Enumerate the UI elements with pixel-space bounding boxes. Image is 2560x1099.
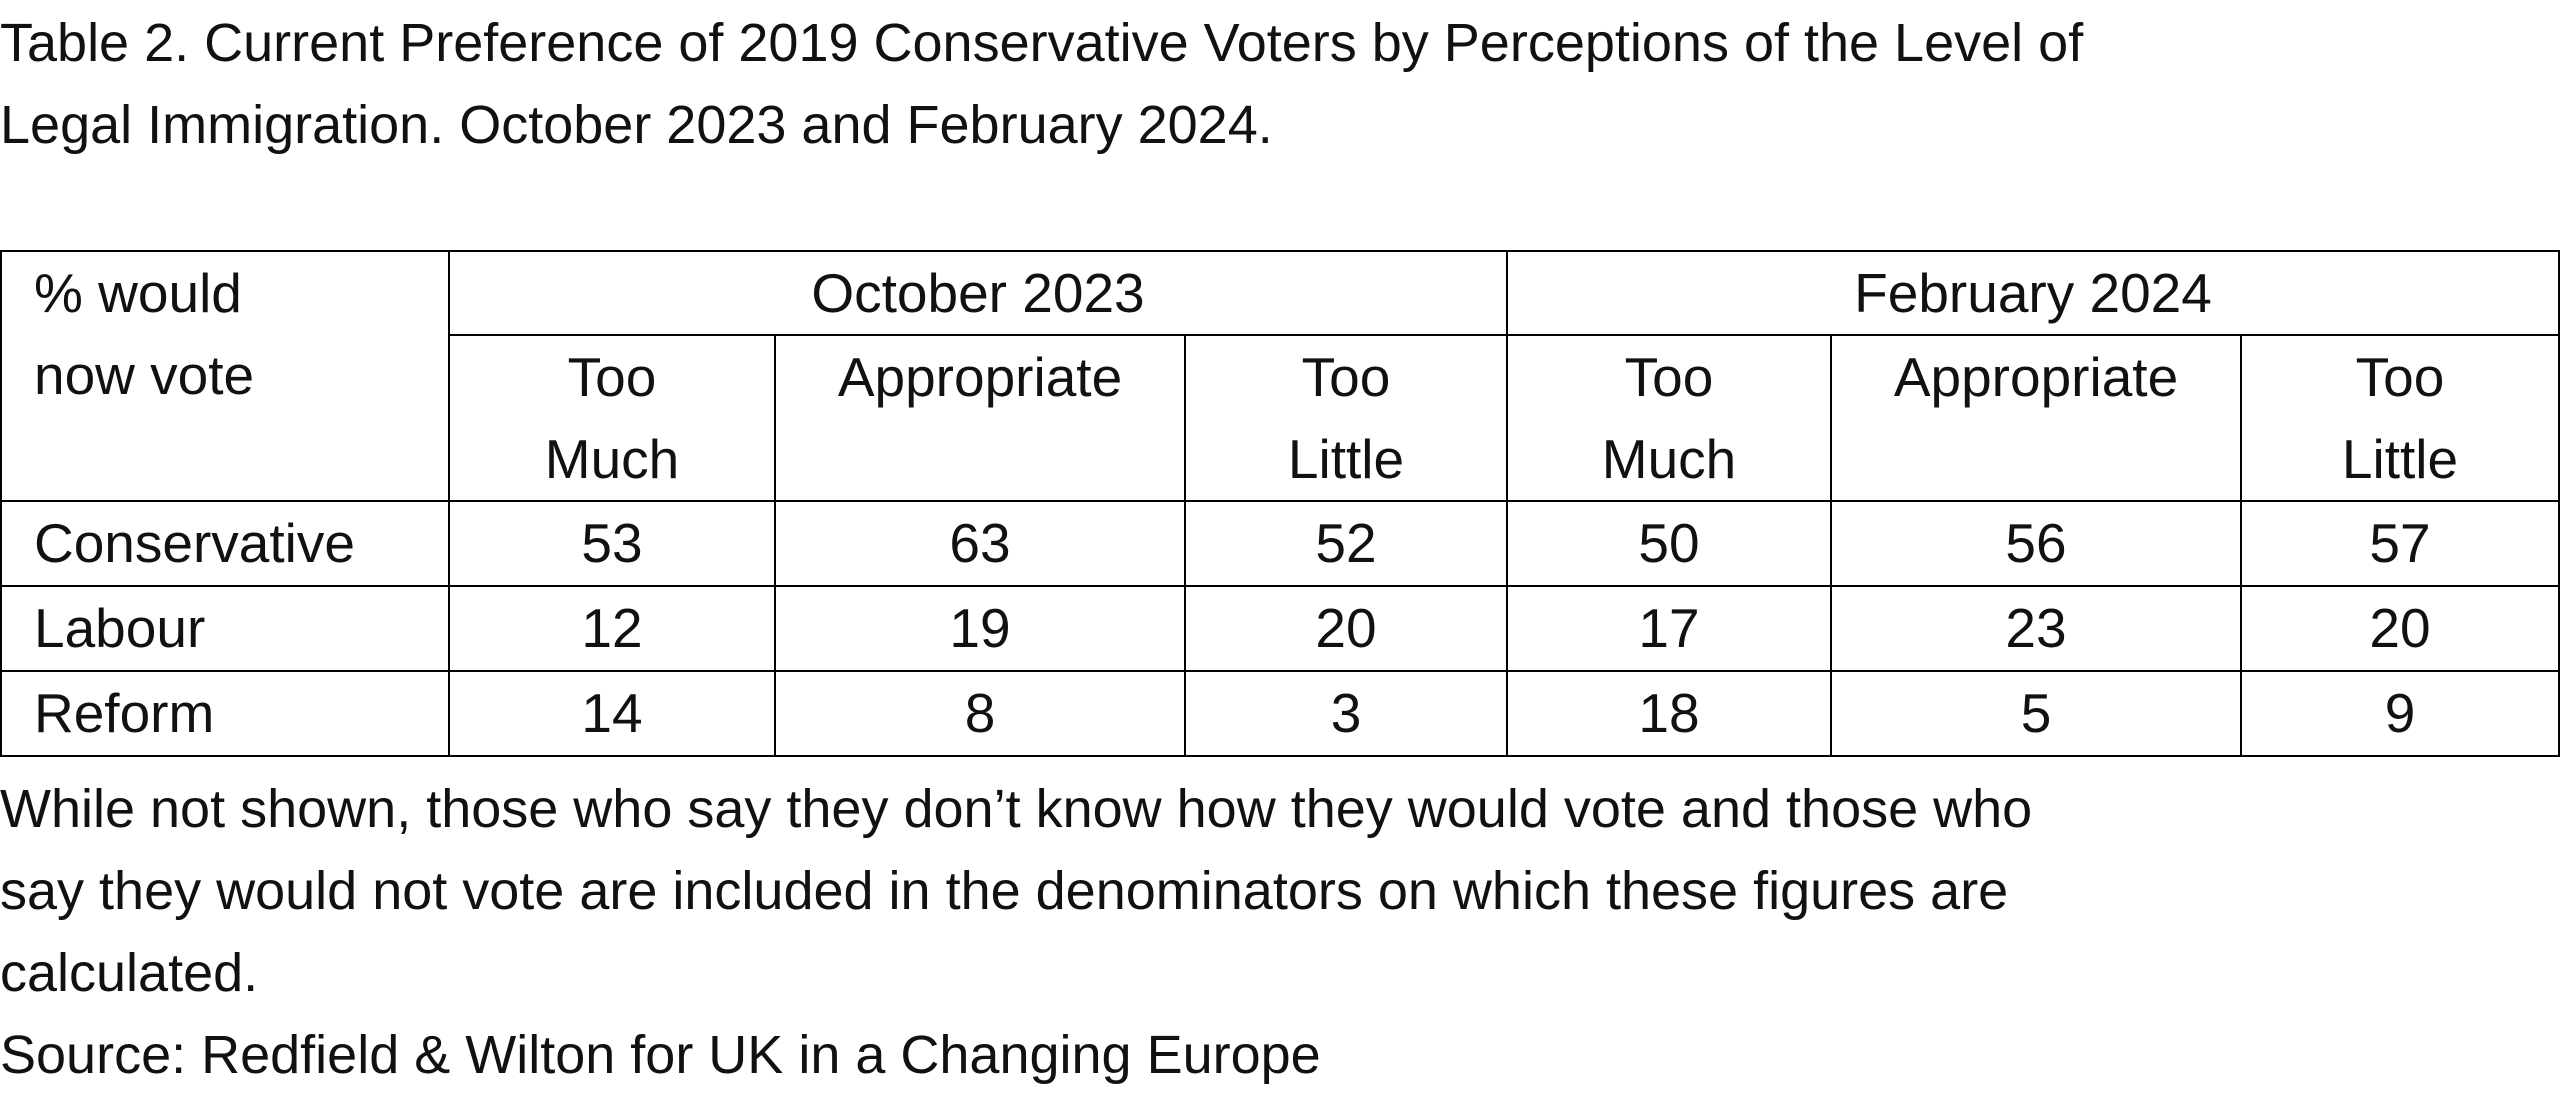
column-header-line: Too (1301, 346, 1391, 408)
value-cell: 20 (1184, 585, 1508, 672)
column-header-line: Too (567, 346, 657, 408)
corner-header: % would now vote (0, 250, 450, 502)
footnote: While not shown, those who say they don’… (0, 768, 2560, 1014)
corner-header-line: % would (34, 262, 242, 324)
value-cell: 19 (774, 585, 1186, 672)
footnote-line: While not shown, those who say they don’… (0, 779, 2033, 839)
value-cell: 50 (1506, 500, 1832, 587)
value-cell: 17 (1506, 585, 1832, 672)
column-header: Appropriate (1830, 334, 2242, 502)
value-cell: 5 (1830, 670, 2242, 757)
corner-header-line: now vote (34, 344, 255, 406)
party-cell: Conservative (0, 500, 450, 587)
column-header-line: Too (2355, 346, 2445, 408)
table-row: Conservative 53 63 52 50 56 57 (0, 500, 2560, 587)
column-header: Too Little (2239, 334, 2560, 502)
value-cell: 57 (2239, 500, 2560, 587)
table-title-line: Legal Immigration. October 2023 and Febr… (0, 95, 1273, 155)
column-header-line: Much (1601, 428, 1737, 490)
column-header-row: Too Much Appropriate Too Little Too Much Ap… (1, 334, 2560, 502)
value-cell: 23 (1830, 585, 2242, 672)
table-row: Labour 12 19 20 17 23 20 (0, 585, 2560, 672)
party-cell: Labour (0, 585, 450, 672)
results-table: % would now vote October 2023 February 2… (0, 250, 2560, 757)
source-line: Source: Redfield & Wilton for UK in a Ch… (0, 1025, 1321, 1085)
value-cell: 53 (448, 500, 776, 587)
column-header: Appropriate (774, 334, 1186, 502)
value-cell: 63 (774, 500, 1186, 587)
table-row: Reform 14 8 3 18 5 9 (0, 670, 2560, 757)
value-cell: 9 (2239, 670, 2560, 757)
column-header: Too Much (448, 334, 776, 502)
source-note: Source: Redfield & Wilton for UK in a Ch… (0, 1014, 2560, 1096)
value-cell: 18 (1506, 670, 1832, 757)
period-header: October 2023 (448, 250, 1508, 336)
value-cell: 3 (1184, 670, 1508, 757)
column-header-line: Too (1624, 346, 1714, 408)
table-title: Table 2. Current Preference of 2019 Cons… (0, 2, 2560, 166)
value-cell: 52 (1184, 500, 1508, 587)
value-cell: 8 (774, 670, 1186, 757)
column-header-line: Little (1287, 428, 1405, 490)
period-header: February 2024 (1505, 250, 2560, 336)
value-cell: 20 (2239, 585, 2560, 672)
column-header-line: Little (2341, 428, 2459, 490)
value-cell: 14 (448, 670, 776, 757)
column-header-line: Appropriate (837, 346, 1123, 408)
column-header-line: Much (544, 428, 680, 490)
value-cell: 56 (1830, 500, 2242, 587)
table-title-line: Table 2. Current Preference of 2019 Cons… (0, 13, 2084, 73)
party-cell: Reform (0, 670, 450, 757)
column-header-line: Appropriate (1893, 346, 2179, 408)
footnote-line: say they would not vote are included in … (0, 861, 2009, 921)
table-notes: While not shown, those who say they don’… (0, 768, 2560, 1096)
column-header: Too Much (1506, 334, 1832, 502)
footnote-line: calculated. (0, 943, 259, 1003)
value-cell: 12 (448, 585, 776, 672)
period-header-row: % would now vote October 2023 February 2… (0, 250, 2560, 502)
column-header: Too Little (1184, 334, 1508, 502)
